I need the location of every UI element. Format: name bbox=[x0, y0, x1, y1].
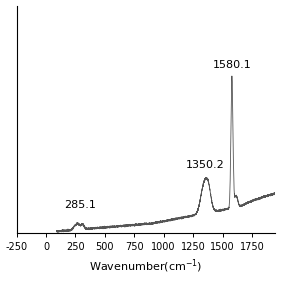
Text: 1580.1: 1580.1 bbox=[212, 60, 251, 70]
Text: 1350.2: 1350.2 bbox=[185, 160, 224, 170]
X-axis label: Wavenumber(cm$^{-1}$): Wavenumber(cm$^{-1}$) bbox=[89, 258, 203, 275]
Text: 285.1: 285.1 bbox=[64, 200, 96, 210]
